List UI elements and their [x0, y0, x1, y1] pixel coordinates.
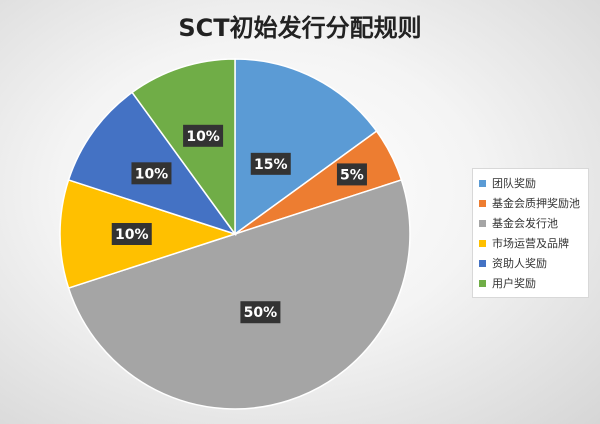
legend-swatch	[479, 259, 486, 267]
data-label-background	[111, 223, 152, 245]
legend-swatch	[479, 199, 486, 207]
data-label-background	[250, 152, 291, 175]
pie-slice	[234, 58, 378, 236]
data-label-background	[183, 124, 224, 147]
legend-label: 团队奖励	[492, 177, 536, 190]
data-label-text: 5%	[340, 167, 364, 183]
chart-title: SCT初始发行分配规则	[178, 14, 422, 42]
data-label: 10%	[111, 223, 152, 245]
legend-swatch	[479, 239, 486, 247]
legend-item: 用户奖励	[479, 273, 580, 293]
data-label-text: 10%	[135, 166, 169, 182]
legend-item: 团队奖励	[479, 173, 580, 193]
data-label-text: 10%	[115, 227, 149, 243]
legend-swatch	[479, 279, 486, 287]
data-label-background	[240, 301, 281, 324]
legend-swatch	[479, 219, 486, 227]
data-label-text: 10%	[186, 129, 220, 145]
pie-slice	[67, 178, 411, 410]
legend-swatch	[479, 179, 486, 187]
data-label: 10%	[131, 162, 172, 185]
data-label-background	[336, 163, 367, 186]
chart-legend: 团队奖励基金会质押奖励池 基金会发行池 市场运营及品牌 资助人奖励用户奖励	[472, 168, 589, 298]
legend-label: 用户奖励	[492, 277, 536, 290]
legend-label: 基金会质押奖励池	[492, 197, 580, 210]
data-label: 50%	[240, 301, 281, 324]
data-label: 10%	[183, 124, 224, 147]
legend-label: 市场运营及品牌	[492, 237, 569, 250]
legend-item: 基金会质押奖励池	[479, 193, 580, 213]
legend-item: 基金会发行池	[479, 213, 580, 233]
legend-item: 资助人奖励	[479, 253, 580, 273]
data-label-text: 50%	[244, 305, 278, 321]
data-label-text: 15%	[254, 157, 288, 173]
data-label-background	[131, 162, 172, 185]
data-label: 5%	[336, 163, 367, 186]
legend-label: 基金会发行池	[492, 217, 558, 230]
legend-label: 资助人奖励	[492, 257, 547, 270]
data-label: 15%	[250, 152, 291, 175]
legend-item: 市场运营及品牌	[479, 233, 580, 253]
